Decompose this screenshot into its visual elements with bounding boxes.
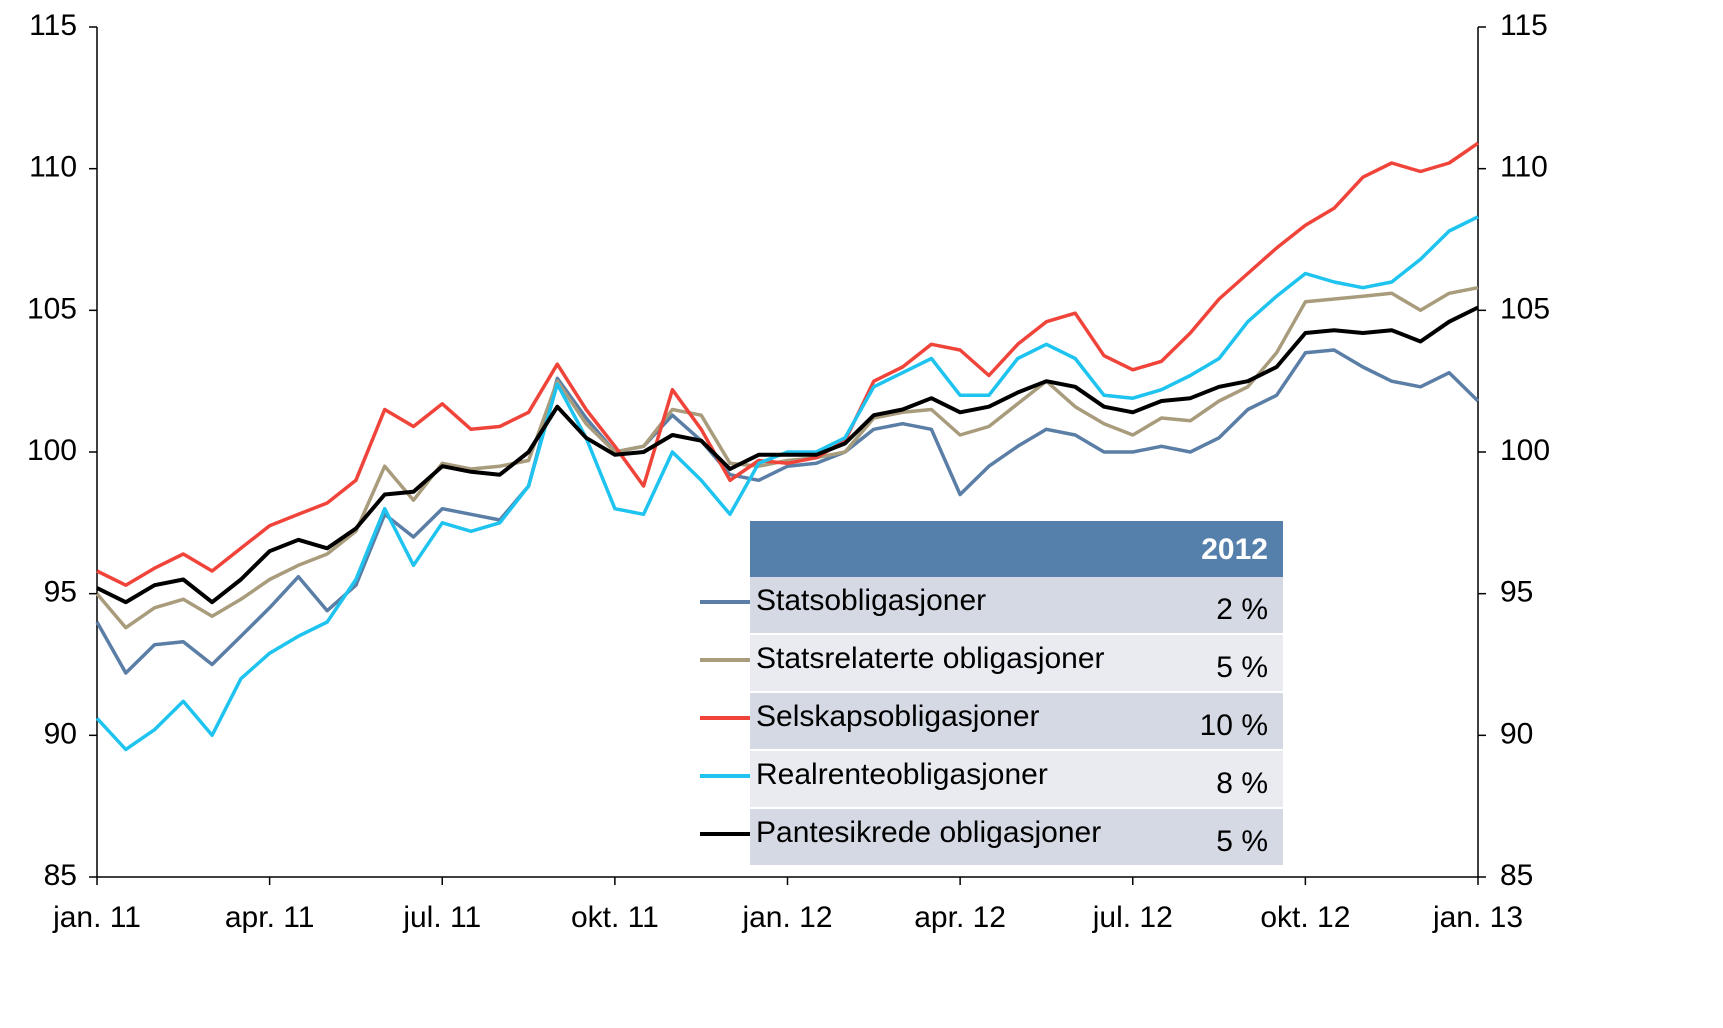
y-tick-label: 105 [27,292,77,325]
y2-tick-label: 85 [1500,859,1533,892]
legend-value: 5 % [1216,825,1268,858]
legend-label: Selskapsobligasjoner [756,700,1040,733]
x-tick-label: jan. 13 [1432,901,1523,934]
y2-tick-label: 95 [1500,576,1533,609]
legend-value: 8 % [1216,767,1268,800]
y2-tick-label: 115 [1500,9,1548,42]
legend-label: Pantesikrede obligasjoner [756,816,1101,849]
legend-value: 10 % [1200,709,1268,742]
legend-row [750,809,1283,865]
x-tick-label: jul. 12 [1092,901,1173,934]
legend-label: Statsobligasjoner [756,584,986,617]
series-line [95,285,1479,630]
legend-row [750,577,1283,633]
y2-tick-label: 90 [1500,717,1533,750]
x-tick-label: okt. 11 [571,901,659,934]
x-tick-label: apr. 11 [225,901,315,934]
series-line [96,141,1479,587]
y-tick-label: 115 [29,9,77,42]
legend-header-text: 2012 [1201,533,1268,566]
x-tick-label: jan. 12 [741,901,832,934]
y-tick-label: 100 [27,434,77,467]
y-tick-label: 110 [29,151,77,184]
legend-label: Realrenteobligasjoner [756,758,1048,791]
legend-row [750,693,1283,749]
series-line [95,215,1479,752]
x-tick-label: okt. 12 [1260,901,1350,934]
series-line [96,305,1479,605]
y2-tick-label: 110 [1500,151,1548,184]
x-tick-label: jan. 11 [52,901,141,934]
x-tick-label: jul. 11 [402,901,481,934]
legend-header [750,521,1283,577]
y-tick-label: 95 [44,576,77,609]
x-tick-label: apr. 12 [914,901,1006,934]
legend-row [750,751,1283,807]
series-line [95,348,1480,675]
y-tick-label: 85 [44,859,77,892]
legend-row [750,635,1283,691]
legend-label: Statsrelaterte obligasjoner [756,642,1105,675]
legend-value: 5 % [1216,651,1268,684]
y2-tick-label: 105 [1500,292,1550,325]
y-tick-label: 90 [44,717,77,750]
y2-tick-label: 100 [1500,434,1550,467]
legend-value: 2 % [1216,593,1268,626]
